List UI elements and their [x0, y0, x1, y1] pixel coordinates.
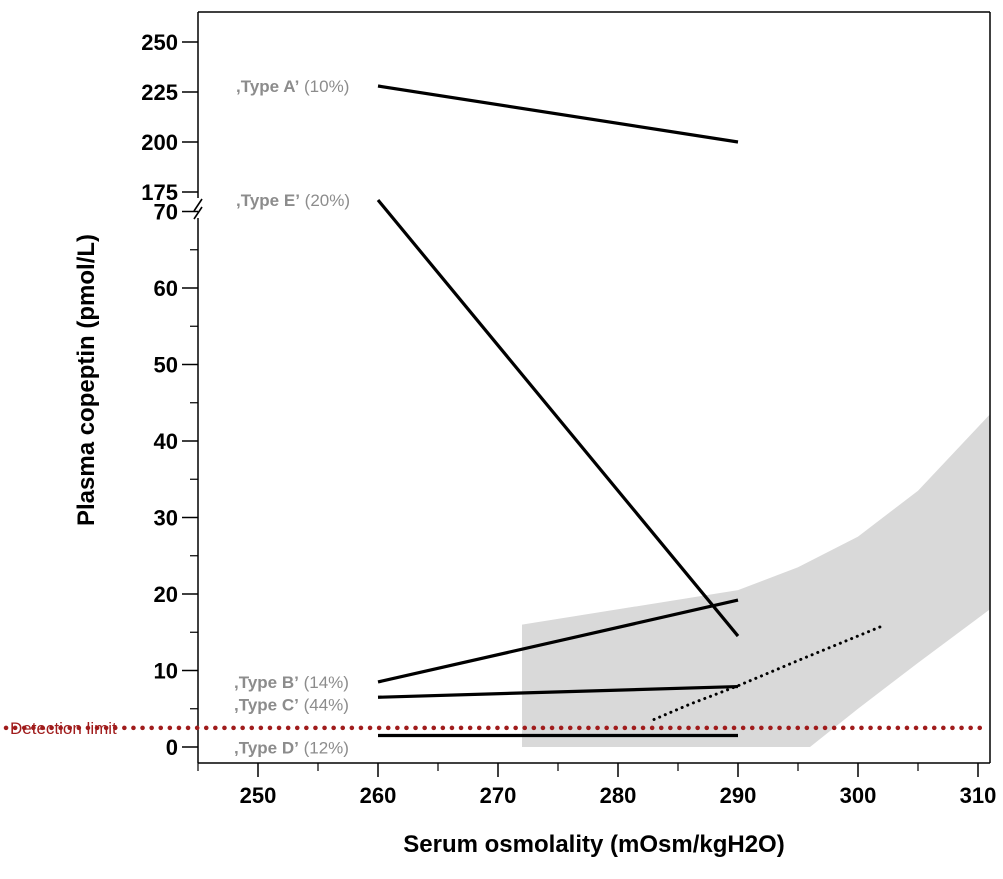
- reference-range-band: [522, 414, 990, 747]
- series-label-name: ,Type E’: [236, 191, 300, 210]
- y-tick-label: 10: [154, 659, 178, 684]
- dotted-trend-line: [652, 624, 884, 721]
- series-label-0: ,Type A’ (10%): [236, 77, 349, 96]
- shaded-band: [522, 414, 990, 747]
- detection-limit-label: Detection limit: [10, 719, 117, 738]
- series-line-3: [377, 684, 739, 699]
- series-label-3: ,Type C’ (44%): [234, 695, 349, 714]
- x-tick-label: 310: [960, 783, 997, 808]
- x-tick-label: 280: [600, 783, 637, 808]
- y-tick-label: 175: [141, 180, 178, 205]
- series-lines: [376, 84, 884, 738]
- series-label-1: ,Type E’ (20%): [236, 191, 350, 210]
- y-axis-break-mark: [193, 198, 203, 220]
- y-tick-label: 40: [154, 429, 178, 454]
- x-tick-label: 260: [360, 783, 397, 808]
- series-label-percent: (44%): [299, 695, 349, 714]
- series-label-percent: (14%): [299, 673, 349, 692]
- y-tick-label: 250: [141, 30, 178, 55]
- y-axis-title: Plasma copeptin (pmol/L): [73, 234, 100, 526]
- y-tick-label: 225: [141, 80, 178, 105]
- detection-limit: Detection limit: [3, 719, 985, 738]
- series-label-name: ,Type C’: [234, 695, 299, 714]
- y-tick-label: 200: [141, 130, 178, 155]
- y-tick-label: 20: [154, 582, 178, 607]
- series-label-4: ,Type D’ (12%): [234, 739, 349, 758]
- y-tick-label: 50: [154, 353, 178, 378]
- y-tick-label: 30: [154, 506, 178, 531]
- series-label-2: ,Type B’ (14%): [234, 673, 349, 692]
- series-label-name: ,Type A’: [236, 77, 299, 96]
- series-label-percent: (12%): [299, 739, 349, 758]
- y-tick-label: 70: [154, 200, 178, 225]
- y-tick-label: 0: [166, 735, 178, 760]
- x-axis-title: Serum osmolality (mOsm/kgH2O): [403, 831, 784, 858]
- series-line-2: [377, 598, 739, 684]
- x-tick-label: 300: [840, 783, 877, 808]
- series-label-percent: (20%): [300, 191, 350, 210]
- x-tick-label: 290: [720, 783, 757, 808]
- series-line-1: [376, 199, 740, 638]
- series-label-name: ,Type D’: [234, 739, 299, 758]
- x-tick-label: 250: [240, 783, 277, 808]
- series-labels: ,Type A’ (10%) ,Type E’ (20%) ,Type B’ (14…: [234, 77, 350, 758]
- series-label-name: ,Type B’: [234, 673, 299, 692]
- x-tick-label: 270: [480, 783, 517, 808]
- series-label-percent: (10%): [299, 77, 349, 96]
- series-line-0: [377, 84, 739, 144]
- y-tick-label: 60: [154, 276, 178, 301]
